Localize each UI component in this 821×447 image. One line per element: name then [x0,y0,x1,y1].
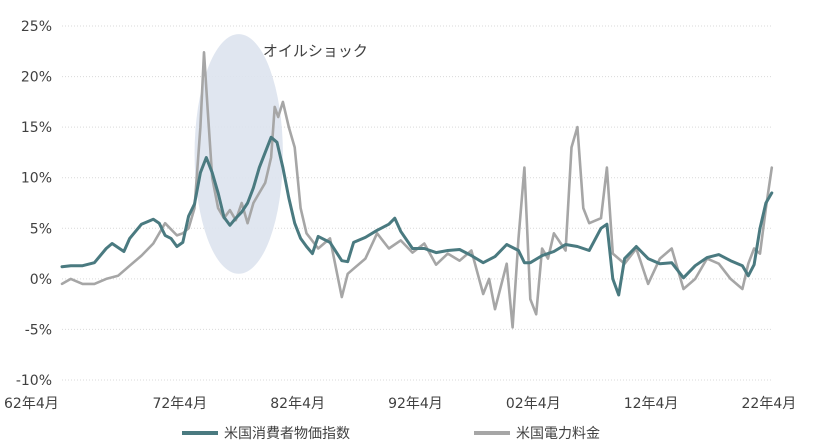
series-lines [60,50,774,329]
x-tick-label: 12年4月 [624,396,679,412]
x-tick-label: 62年4月 [4,396,59,412]
x-tick-label: 92年4月 [388,396,443,412]
y-tick-label: 15% [21,120,52,136]
y-tick-label: -10% [16,373,52,389]
y-tick-label: 25% [21,19,52,35]
oil-shock-annotation: オイルショック [194,34,368,274]
y-tick-label: 20% [21,70,52,86]
y-axis-ticks: 25% 20% 15% 10% 5% 0% -5% -10% [16,19,52,389]
legend-label: 米国電力料金 [516,426,600,442]
x-tick-label: 82年4月 [270,396,325,412]
x-tick-label: 02年4月 [506,396,561,412]
x-tick-label: 72年4月 [152,396,207,412]
x-axis-ticks: 62年4月 72年4月 82年4月 92年4月 02年4月 12年4月 22年4月 [4,396,796,412]
x-tick-label: 22年4月 [742,396,797,412]
legend-label: 米国消費者物価指数 [224,426,350,442]
y-tick-label: -5% [25,322,52,338]
legend: 米国消費者物価指数 米国電力料金 [182,426,600,442]
y-tick-label: 0% [30,272,52,288]
oil-shock-label: オイルショック [263,42,368,60]
series-line-cpi [60,135,774,297]
y-tick-label: 5% [30,221,52,237]
series-line-electricity [60,50,774,329]
y-tick-label: 10% [21,171,52,187]
oil-shock-highlight [194,34,283,274]
grid [62,25,773,381]
